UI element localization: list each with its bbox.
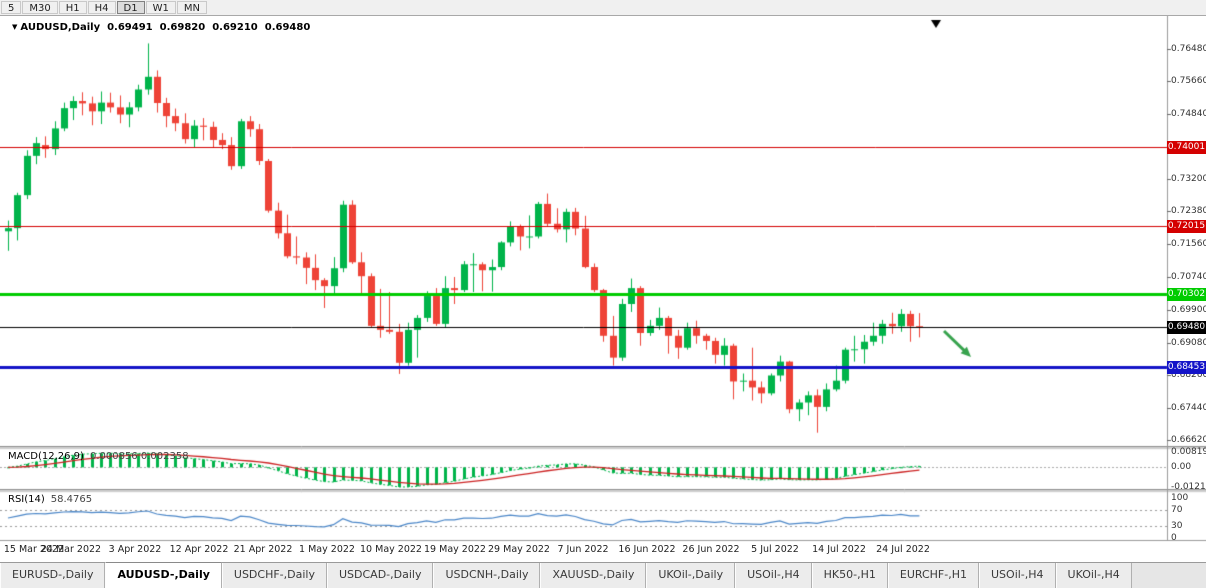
- chart-tab-usdcad-daily[interactable]: USDCAD-,Daily: [326, 563, 434, 588]
- chart-tab-eurusd-daily[interactable]: EURUSD-,Daily: [0, 563, 106, 588]
- timeframe-button-mn[interactable]: MN: [176, 1, 207, 14]
- price-chart-canvas[interactable]: [0, 16, 1206, 562]
- chart-tab-usdcnh-daily[interactable]: USDCNH-,Daily: [433, 563, 541, 588]
- chart-tab-eurchf-h1[interactable]: EURCHF-,H1: [887, 563, 979, 588]
- timeframe-button-m30[interactable]: M30: [22, 1, 58, 14]
- timeframe-button-h1[interactable]: H1: [58, 1, 87, 14]
- chart-tabs-bar: EURUSD-,Daily AUDUSD-,Daily USDCHF-,Daily U…: [0, 562, 1206, 588]
- chart-tab-usdchf-daily[interactable]: USDCHF-,Daily: [221, 563, 327, 588]
- timeframe-button-w1[interactable]: W1: [145, 1, 176, 14]
- chart-area: ▼ AUDUSD,Daily 0.69491 0.69820 0.69210 0.6948…: [0, 16, 1206, 562]
- timeframe-button-5[interactable]: 5: [1, 1, 22, 14]
- chart-tab-ukoil-daily[interactable]: UKOil-,Daily: [646, 563, 736, 588]
- timeframe-toolbar: 5 M30 H1 H4 D1 W1 MN: [0, 0, 1206, 16]
- chart-tab-audusd-daily[interactable]: AUDUSD-,Daily: [105, 562, 222, 588]
- chart-tab-xauusd-daily[interactable]: XAUUSD-,Daily: [540, 563, 647, 588]
- chart-tab-ukoil-h4[interactable]: UKOil-,H4: [1055, 563, 1132, 588]
- chart-tab-hk50-h1[interactable]: HK50-,H1: [811, 563, 888, 588]
- chart-tab-usoil-h4[interactable]: USOil-,H4: [735, 563, 812, 588]
- chart-tab-usoil-h4[interactable]: USOil-,H4: [979, 563, 1056, 588]
- timeframe-button-h4[interactable]: H4: [87, 1, 116, 14]
- timeframe-button-d1[interactable]: D1: [116, 1, 145, 14]
